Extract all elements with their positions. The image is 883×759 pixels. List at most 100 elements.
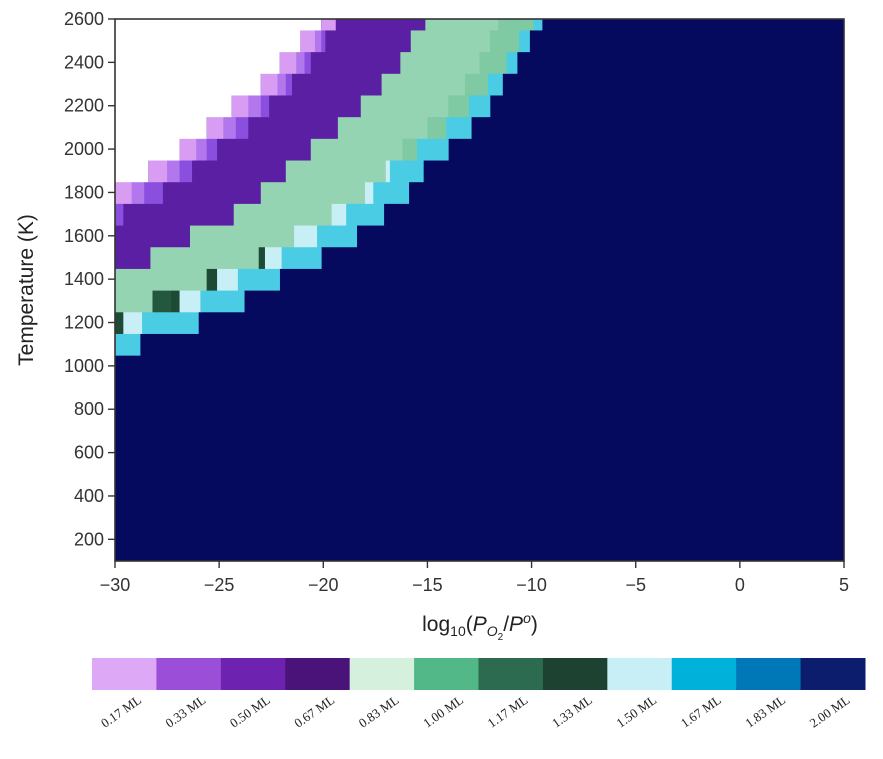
phase-cell — [233, 203, 333, 226]
colorbar-label: 0.17 ML — [98, 692, 144, 730]
phase-cell — [217, 268, 239, 291]
colorbar-swatch — [285, 658, 351, 690]
colorbar-label: 2.00 ML — [807, 692, 853, 730]
phase-cell — [310, 51, 401, 74]
phase-cell — [260, 73, 278, 96]
y-axis: 200 400 600 800 1000 1200 1400 1600 1800 2000 2200… — [64, 9, 115, 549]
x-tick-label: 0 — [735, 575, 745, 595]
empty-region-cell — [115, 73, 261, 96]
phase-cell — [115, 311, 124, 334]
phase-cell — [115, 181, 133, 204]
phase-cell — [231, 94, 249, 118]
colorbar: 0.17 ML 0.33 ML 0.50 ML 0.67 ML 0.83 ML 1.00 … — [92, 658, 866, 731]
colorbar-label: 1.00 ML — [420, 692, 466, 730]
phase-cell — [506, 51, 518, 74]
x-tick-label: −5 — [625, 575, 646, 595]
phase-cell — [279, 51, 297, 74]
phase-cell — [304, 51, 312, 74]
phase-cell — [373, 181, 410, 204]
phase-cell — [425, 19, 499, 31]
phase-cell — [296, 51, 305, 74]
colorbar-swatch — [736, 658, 802, 690]
phase-cell — [162, 181, 262, 204]
y-tick-label: 800 — [74, 399, 104, 419]
phase-cell — [258, 246, 266, 269]
colorbar-swatch — [478, 658, 544, 690]
phase-cell — [277, 73, 287, 96]
phase-cell — [385, 159, 391, 183]
phase-cell — [115, 333, 141, 356]
phase-cell — [179, 159, 193, 183]
phase-cell — [448, 94, 470, 118]
phase-cell — [400, 51, 480, 74]
x-tick-label: −20 — [308, 575, 339, 595]
phase-cell — [321, 19, 337, 31]
phase-cell — [489, 29, 520, 53]
y-tick-label: 200 — [74, 529, 104, 549]
phase-cell — [260, 94, 270, 118]
phase-cell — [381, 73, 466, 96]
empty-region-cell — [115, 159, 149, 183]
empty-region-cell — [115, 19, 322, 31]
phase-cell — [285, 159, 387, 183]
colorbar-swatch — [156, 658, 222, 690]
y-tick-label: 2400 — [64, 52, 104, 72]
phase-cell — [115, 290, 153, 313]
colorbar-swatch — [349, 658, 415, 690]
phase-cell — [123, 311, 143, 334]
phase-cell — [206, 268, 218, 291]
x-tick-label: −15 — [412, 575, 443, 595]
y-tick-label: 600 — [74, 443, 104, 463]
empty-region-cell — [115, 116, 207, 139]
phase-cell — [364, 181, 374, 204]
x-tick-label: −10 — [516, 575, 547, 595]
phase-cell — [337, 116, 428, 139]
phase-cell — [192, 159, 287, 183]
phase-cell — [389, 159, 424, 183]
phase-cell — [300, 29, 316, 53]
phase-cell — [464, 73, 489, 96]
phase-cell — [206, 116, 224, 139]
x-tick-label: −30 — [100, 575, 131, 595]
phase-cell — [292, 73, 383, 96]
phase-cell — [189, 224, 295, 248]
phase-cell — [269, 94, 362, 118]
phase-cell — [427, 116, 447, 139]
phase-cell — [144, 181, 164, 204]
phase-cell — [498, 19, 535, 31]
empty-region-cell — [115, 94, 232, 118]
phase-cell — [335, 19, 426, 31]
y-tick-label: 1600 — [64, 226, 104, 246]
colorbar-swatch — [92, 658, 157, 690]
y-tick-label: 1200 — [64, 313, 104, 333]
y-tick-label: 2200 — [64, 96, 104, 116]
phase-cell — [223, 116, 237, 139]
phase-cell — [325, 29, 412, 53]
x-tick-label: 5 — [839, 575, 849, 595]
empty-region-cell — [115, 51, 280, 74]
phase-cell — [200, 290, 245, 313]
phase-cell — [264, 246, 283, 269]
phase-cell — [217, 138, 312, 161]
phase-cell — [487, 73, 503, 96]
colorbar-label: 1.50 ML — [613, 692, 659, 730]
phase-cell — [131, 181, 145, 204]
phase-cell — [310, 138, 403, 161]
phase-cell — [346, 203, 385, 226]
phase-cell — [402, 138, 418, 161]
colorbar-label: 0.33 ML — [162, 692, 208, 730]
x-axis: −30 −25 −20 −15 −10 −5 0 5 — [100, 561, 849, 595]
phase-cell — [248, 116, 339, 139]
phase-cell — [196, 138, 208, 161]
phase-cell — [410, 29, 491, 53]
phase-cell — [533, 19, 543, 31]
phase-cell — [237, 268, 280, 291]
phase-cell — [314, 29, 322, 53]
phase-cell — [148, 159, 168, 183]
colorbar-swatch — [220, 658, 286, 690]
colorbar-label: 1.83 ML — [742, 692, 788, 730]
colorbar-swatch — [671, 658, 737, 690]
y-tick-label: 1800 — [64, 182, 104, 202]
phase-cell — [469, 94, 491, 118]
colorbar-swatch — [800, 658, 866, 690]
